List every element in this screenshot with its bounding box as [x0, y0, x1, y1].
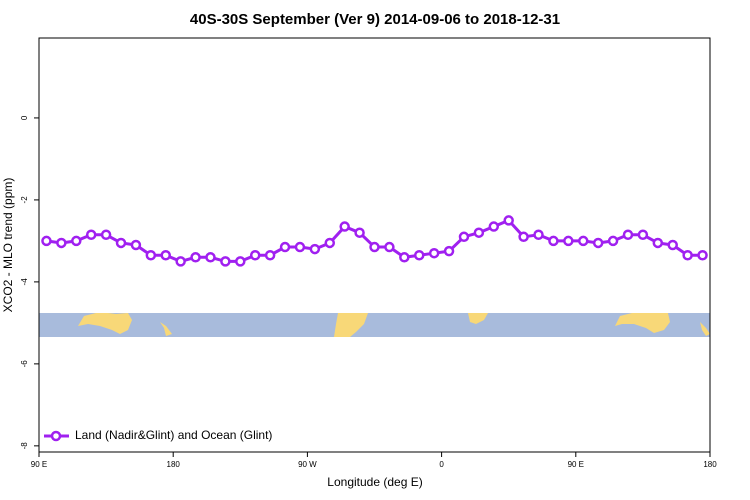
- point: [175, 256, 186, 267]
- x-axis-label: Longitude (deg E): [327, 475, 422, 489]
- point: [130, 239, 142, 251]
- point: [637, 229, 649, 241]
- point: [145, 249, 157, 261]
- point: [578, 235, 589, 247]
- point: [220, 256, 231, 267]
- point: [235, 256, 246, 267]
- point: [622, 229, 634, 241]
- y-tick-label: -2: [20, 196, 29, 204]
- point: [205, 252, 216, 263]
- land: [334, 313, 368, 337]
- land: [78, 313, 132, 334]
- y-tick-label: -6: [20, 360, 29, 368]
- point: [294, 241, 306, 253]
- land: [468, 313, 488, 324]
- point: [533, 229, 544, 241]
- point: [488, 221, 500, 232]
- point: [652, 237, 664, 249]
- point: [607, 235, 619, 247]
- land: [615, 313, 670, 333]
- map-band: [39, 313, 710, 337]
- land: [160, 322, 172, 336]
- legend-label: Land (Nadir&Glint) and Ocean (Glint): [75, 428, 272, 442]
- point: [309, 243, 321, 255]
- point: [324, 237, 336, 249]
- point: [71, 235, 82, 247]
- point: [100, 229, 112, 241]
- point: [667, 239, 678, 251]
- point: [682, 249, 693, 261]
- point: [56, 237, 67, 249]
- point: [473, 227, 485, 238]
- y-tick-label: -4: [20, 278, 29, 286]
- point: [697, 249, 708, 261]
- y-tick-label: 0: [20, 115, 29, 120]
- point: [85, 229, 97, 241]
- point: [563, 235, 574, 247]
- point: [384, 241, 395, 253]
- chart-title: 40S-30S September (Ver 9) 2014-09-06 to …: [190, 11, 560, 28]
- point: [428, 247, 440, 259]
- point: [443, 245, 455, 257]
- point: [249, 249, 261, 261]
- point: [354, 227, 365, 238]
- x-tick-label: 90 E: [568, 460, 584, 469]
- x-tick-label: 90 W: [298, 460, 317, 469]
- point: [503, 215, 514, 226]
- point: [279, 241, 291, 253]
- plot-frame: [38, 37, 711, 453]
- point: [413, 249, 425, 261]
- point: [518, 231, 529, 243]
- point: [369, 241, 380, 253]
- land: [700, 322, 710, 336]
- point: [160, 249, 171, 261]
- point: [339, 221, 350, 232]
- y-tick-label: -8: [20, 442, 29, 450]
- x-tick-label: 180: [167, 460, 181, 469]
- point: [41, 235, 52, 247]
- x-tick-label: 90 E: [31, 460, 47, 469]
- point: [592, 237, 604, 249]
- ocean: [39, 313, 710, 337]
- point: [190, 252, 201, 263]
- x-tick-label: 180: [703, 460, 717, 469]
- point: [264, 249, 276, 261]
- series-line: [46, 218, 703, 263]
- point: [399, 252, 410, 263]
- point: [458, 231, 470, 243]
- y-axis-label: XCO2 - MLO trend (ppm): [1, 178, 15, 313]
- x-tick-label: 0: [439, 460, 444, 469]
- point: [115, 237, 127, 249]
- point: [548, 235, 559, 247]
- legend-marker: [50, 430, 62, 442]
